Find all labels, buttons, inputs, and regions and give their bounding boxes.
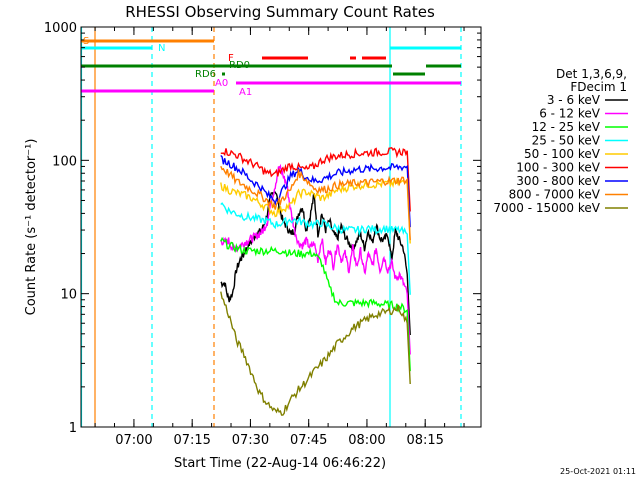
series-line-100-300keV — [220, 147, 411, 212]
y-tick-label-1: 1 — [69, 421, 77, 436]
series-line-6-12keV — [220, 163, 411, 355]
legend-label-1: 6 - 12 keV — [539, 107, 601, 121]
series-line-300-800keV — [220, 154, 411, 228]
state-bar-label-rd6: RD6 — [195, 69, 216, 80]
legend-label-6: 300 - 800 keV — [516, 174, 600, 188]
x-tick-label-5: 08:15 — [406, 433, 443, 448]
legend-header-line2: FDecim 1 — [570, 80, 627, 94]
legend-label-2: 12 - 25 keV — [532, 120, 601, 134]
state-bar-label-s: S — [83, 36, 89, 47]
y-axis-label: Count Rate (s⁻¹ detector⁻¹) — [24, 139, 39, 316]
plot-frame — [80, 26, 482, 428]
state-bar-label-a0: A0 — [215, 78, 228, 89]
series-line-7000-15000keV — [220, 291, 411, 416]
y-tick-label-1000: 1000 — [44, 21, 77, 36]
legend-label-3: 25 - 50 keV — [532, 134, 601, 148]
legend-label-5: 100 - 300 keV — [516, 161, 600, 175]
state-bar-label-a1: A1 — [239, 87, 252, 98]
legend-label-7: 800 - 7000 keV — [509, 188, 601, 202]
x-tick-label-1: 07:15 — [173, 433, 210, 448]
series-line-12-25keV — [220, 236, 411, 372]
series-line-50-100keV — [220, 176, 411, 244]
series-line-25-50keV — [220, 202, 411, 295]
series-line-800-7000keV — [220, 165, 411, 241]
x-axis: 07:00 07:15 07:30 07:45 08:00 08:15 — [94, 27, 465, 448]
state-bar-label-rd0: RD0 — [229, 60, 250, 71]
state-bar-label-n: N — [158, 43, 165, 54]
y-tick-label-100: 100 — [52, 154, 77, 169]
chart-title: RHESSI Observing Summary Count Rates — [125, 3, 435, 21]
state-bar-label-f: F — [228, 53, 234, 64]
x-axis-label: Start Time (22-Aug-14 06:46:22) — [174, 456, 386, 471]
x-tick-label-4: 08:00 — [348, 433, 385, 448]
x-tick-label-0: 07:00 — [115, 433, 152, 448]
legend-header-line1: Det 1,3,6,9, — [556, 67, 627, 81]
x-tick-label-2: 07:30 — [232, 433, 269, 448]
legend-label-8: 7000 - 15000 keV — [493, 201, 600, 215]
timestamp-stamp: 25-Oct-2021 01:11 — [560, 467, 636, 476]
legend-label-0: 3 - 6 keV — [547, 93, 601, 107]
y-tick-label-10: 10 — [60, 288, 77, 303]
legend-label-4: 50 - 100 keV — [524, 147, 601, 161]
x-tick-label-3: 07:45 — [290, 433, 327, 448]
y-axis: 1 10 100 1000 — [44, 21, 481, 436]
